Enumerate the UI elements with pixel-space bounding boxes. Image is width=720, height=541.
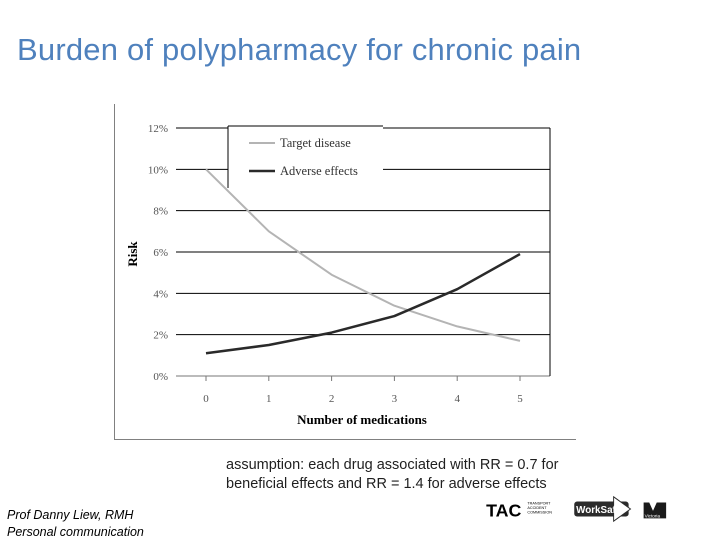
y-tick-label: 6% xyxy=(153,247,168,259)
tac-logo: TAC TRANSPORT ACCIDENT COMMISSION xyxy=(486,501,552,521)
series-line-target-disease xyxy=(205,168,521,342)
y-tick-label: 0% xyxy=(153,371,168,383)
credit-line-2: Personal communication xyxy=(7,525,144,539)
victoria-logo: Victoria xyxy=(643,502,667,518)
assumption-line-2: beneficial effects and RR = 1.4 for adve… xyxy=(226,476,547,492)
x-tick-label: 1 xyxy=(266,393,272,405)
worksafe-logo: WorkSafe xyxy=(574,495,632,523)
assumption-line-1: assumption: each drug associated with RR… xyxy=(226,457,559,473)
legend-label-target-disease: Target disease xyxy=(280,136,351,150)
y-tick-label: 10% xyxy=(148,164,168,176)
y-tick-label: 8% xyxy=(153,206,168,218)
chart-figure: 0% 2% 4% 6% 8% 10% 12% 0 1 2 3 4 5 Risk Number of me… xyxy=(114,104,576,440)
chart-legend: Target disease Adverse effects xyxy=(227,125,383,188)
chart-series xyxy=(205,168,521,355)
risk-line-chart: 0% 2% 4% 6% 8% 10% 12% 0 1 2 3 4 5 Risk Number of me… xyxy=(125,123,551,427)
svg-text:COMMISSION: COMMISSION xyxy=(527,511,552,515)
svg-text:TAC: TAC xyxy=(486,501,521,521)
x-tick-label: 3 xyxy=(392,393,398,405)
x-tick-label: 2 xyxy=(329,393,335,405)
svg-text:WorkSafe: WorkSafe xyxy=(576,505,622,516)
svg-text:ACCIDENT: ACCIDENT xyxy=(527,506,547,510)
source-credit: Prof Danny Liew, RMH Personal communicat… xyxy=(7,507,144,541)
y-tick-label: 4% xyxy=(153,288,168,300)
y-axis-label: Risk xyxy=(125,241,140,267)
svg-text:TRANSPORT: TRANSPORT xyxy=(527,501,551,505)
credit-line-1: Prof Danny Liew, RMH xyxy=(7,508,134,522)
x-tick-label: 5 xyxy=(517,393,523,405)
slide-title: Burden of polypharmacy for chronic pain xyxy=(17,32,582,67)
y-tick-label: 12% xyxy=(148,123,168,135)
svg-text:Victoria: Victoria xyxy=(645,513,661,518)
x-tick-label: 4 xyxy=(454,393,460,405)
sponsor-logos: TAC TRANSPORT ACCIDENT COMMISSION WorkSa… xyxy=(486,495,667,523)
legend-box xyxy=(228,126,383,188)
assumption-note: assumption: each drug associated with RR… xyxy=(226,456,558,494)
y-tick-label: 2% xyxy=(153,330,168,342)
x-axis-label: Number of medications xyxy=(297,412,427,427)
series-line-adverse-effects xyxy=(205,252,521,355)
legend-label-adverse-effects: Adverse effects xyxy=(280,164,358,178)
x-tick-label: 0 xyxy=(203,393,209,405)
